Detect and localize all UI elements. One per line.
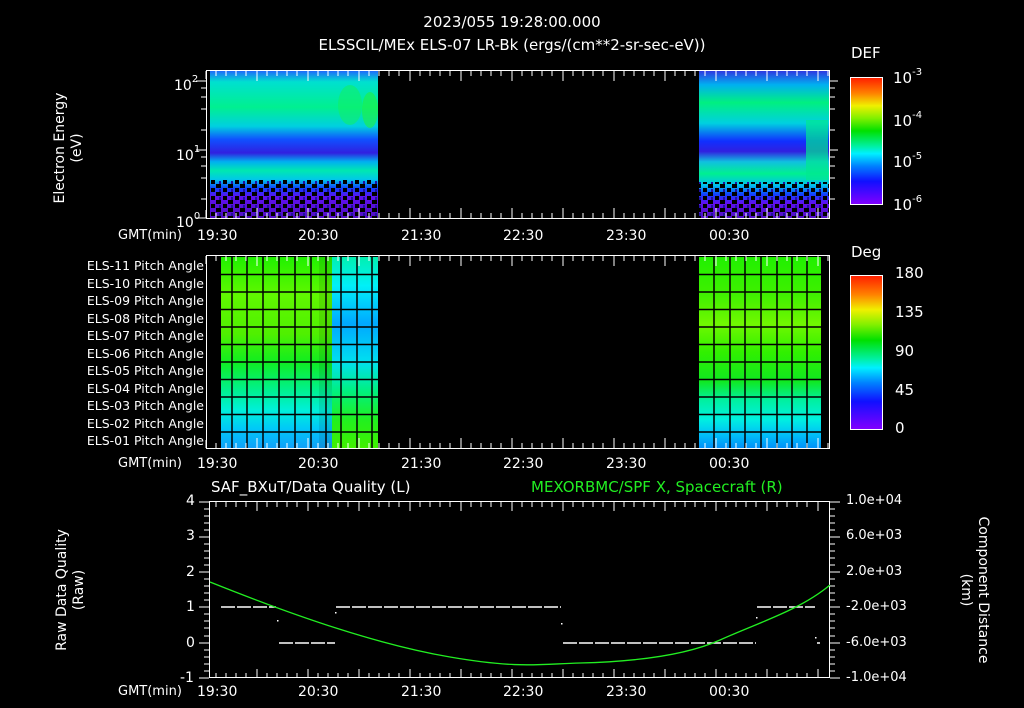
time-tick: 21:30 bbox=[401, 684, 442, 700]
def-tick: 10-5 bbox=[893, 151, 923, 171]
deg-tick: 90 bbox=[895, 342, 915, 360]
time-axis-label: GMT(min) bbox=[118, 684, 182, 699]
time-tick: 22:30 bbox=[503, 684, 544, 700]
def-tick: 10-4 bbox=[893, 110, 923, 130]
energy-tick-10: 101 bbox=[176, 144, 201, 164]
dq-tick: 1 bbox=[186, 599, 195, 615]
spacecraft-x-title: MEXORBMC/SPF X, Spacecraft (R) bbox=[531, 478, 783, 496]
dq-tick: 2 bbox=[186, 564, 195, 580]
time-tick: 23:30 bbox=[606, 228, 647, 244]
time-axis-label: GMT(min) bbox=[118, 228, 182, 243]
plot-timestamp: 2023/055 19:28:00.000 bbox=[423, 13, 601, 31]
time-tick: 21:30 bbox=[401, 456, 442, 472]
plot-title: ELSSCIL/MEx ELS-07 LR-Bk (ergs/(cm**2-sr… bbox=[318, 36, 706, 54]
data-quality-series bbox=[221, 606, 820, 644]
time-tick: 21:30 bbox=[401, 228, 442, 244]
time-tick: 23:30 bbox=[606, 684, 647, 700]
time-tick: 20:30 bbox=[298, 456, 339, 472]
time-tick: 19:30 bbox=[197, 228, 238, 244]
time-tick: 00:30 bbox=[709, 228, 750, 244]
deg-colorbar bbox=[850, 275, 883, 430]
def-colorbar-label: DEF bbox=[851, 44, 881, 62]
time-tick: 23:30 bbox=[606, 456, 647, 472]
dq-tick: -1 bbox=[180, 670, 194, 686]
data-quality-axis-label: Raw Data Quality (Raw) bbox=[54, 529, 87, 651]
spacecraft-x-series bbox=[209, 581, 831, 666]
distance-tick: 1.0e+04 bbox=[846, 493, 903, 508]
energy-axis-label: Electron Energy (eV) bbox=[52, 92, 85, 204]
time-axis-label: GMT(min) bbox=[118, 456, 182, 471]
def-colorbar bbox=[850, 77, 883, 205]
time-tick: 00:30 bbox=[709, 456, 750, 472]
deg-tick: 135 bbox=[895, 303, 924, 321]
time-tick: 19:30 bbox=[197, 684, 238, 700]
dq-tick: 4 bbox=[186, 493, 195, 509]
time-tick: 00:30 bbox=[709, 684, 750, 700]
deg-colorbar-label: Deg bbox=[851, 243, 882, 261]
pitch-angle-row-labels: ELS-11 Pitch Angle ELS-10 Pitch Angle EL… bbox=[86, 258, 204, 448]
deg-tick: 0 bbox=[895, 419, 905, 437]
dq-tick: 3 bbox=[186, 528, 195, 544]
data-quality-title: SAF_BXuT/Data Quality (L) bbox=[211, 478, 411, 496]
def-tick: 10-3 bbox=[893, 67, 923, 87]
distance-tick: -1.0e+04 bbox=[846, 670, 907, 685]
time-tick: 20:30 bbox=[298, 684, 339, 700]
distance-tick: 2.0e+03 bbox=[846, 564, 903, 579]
energy-tick-100: 102 bbox=[174, 74, 199, 94]
deg-tick: 45 bbox=[895, 381, 915, 399]
energy-tick-1: 100 bbox=[176, 211, 201, 231]
time-tick: 22:30 bbox=[503, 228, 544, 244]
dq-tick: 0 bbox=[186, 635, 195, 651]
distance-tick: 6.0e+03 bbox=[846, 528, 903, 543]
distance-tick: -2.0e+03 bbox=[846, 599, 907, 614]
component-distance-axis-label: Component Distance (km) bbox=[958, 516, 991, 664]
time-tick: 19:30 bbox=[197, 456, 238, 472]
time-tick: 22:30 bbox=[503, 456, 544, 472]
time-tick: 20:30 bbox=[298, 228, 339, 244]
distance-tick: -6.0e+03 bbox=[846, 635, 907, 650]
deg-tick: 180 bbox=[895, 264, 924, 282]
def-tick: 10-6 bbox=[893, 194, 923, 214]
